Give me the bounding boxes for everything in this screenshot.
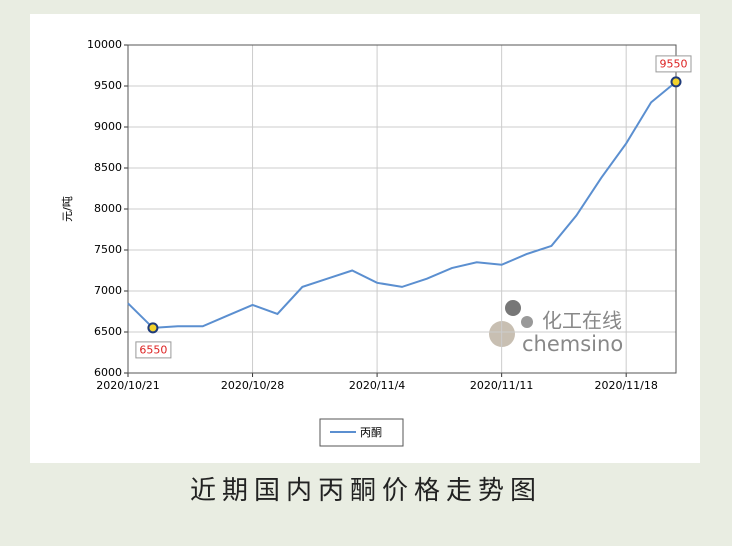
caption: 近期国内丙酮价格走势图 <box>189 476 542 506</box>
x-tick-label: 2020/10/21 <box>96 379 159 392</box>
y-tick-label: 10000 <box>87 38 122 51</box>
data-label: 6550 <box>139 343 167 356</box>
x-tick-label: 2020/11/4 <box>349 379 405 392</box>
plot-frame <box>127 44 677 374</box>
y-tick-label: 9000 <box>94 120 122 133</box>
point-marker <box>147 322 159 334</box>
watermark: 化工在线 <box>542 309 622 333</box>
logo <box>505 300 521 316</box>
legend-box <box>319 418 404 447</box>
label-box <box>655 55 692 73</box>
logo <box>521 316 533 328</box>
y-tick-label: 7500 <box>94 243 122 256</box>
y-tick-label: 8500 <box>94 161 122 174</box>
y-tick-label: 9500 <box>94 79 122 92</box>
y-tick-label: 8000 <box>94 202 122 215</box>
line <box>127 81 677 329</box>
y-tick-label: 6000 <box>94 366 122 379</box>
y-tick-label: 6500 <box>94 325 122 338</box>
x-tick-label: 2020/11/18 <box>594 379 657 392</box>
x-tick-label: 2020/10/28 <box>221 379 284 392</box>
panel <box>30 14 700 463</box>
y-tick-label: 7000 <box>94 284 122 297</box>
data-label: 9550 <box>660 57 688 70</box>
watermark: chemsino <box>522 332 623 356</box>
label-box <box>135 341 172 359</box>
y-axis-label: 元/吨 <box>61 196 74 222</box>
legend-label: 丙酮 <box>360 426 382 439</box>
point-marker <box>670 76 682 88</box>
x-tick-label: 2020/11/11 <box>470 379 533 392</box>
